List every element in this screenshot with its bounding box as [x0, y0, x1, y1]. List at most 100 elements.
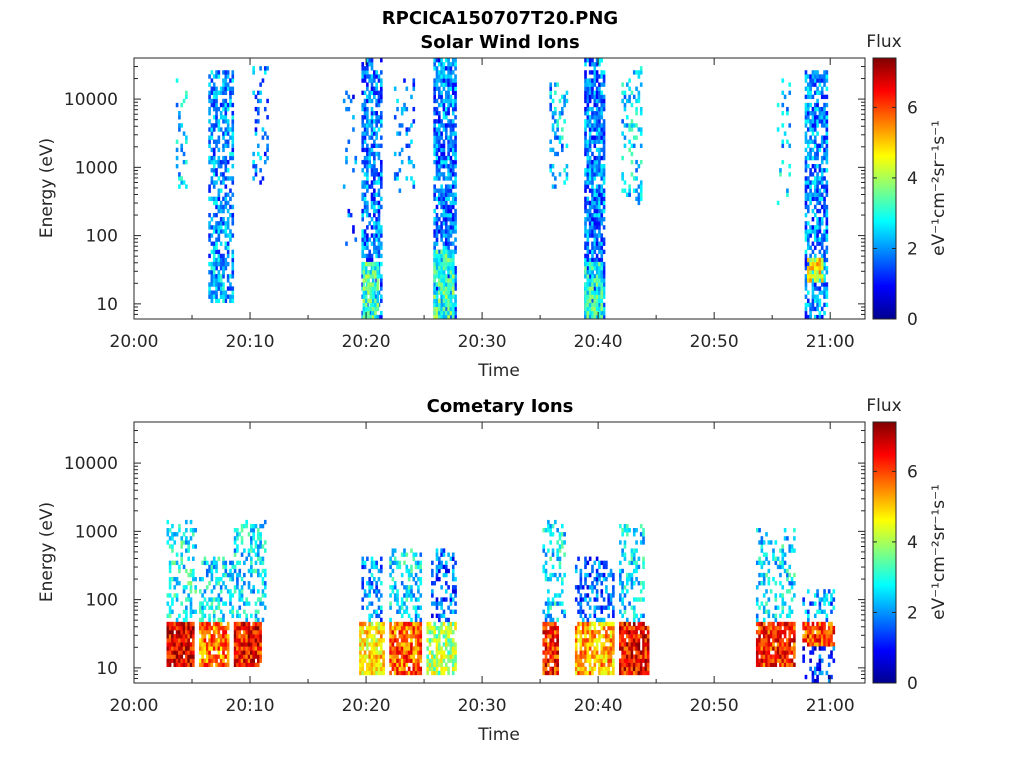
heatmap-cell [588, 131, 592, 136]
heatmap-cell [825, 192, 829, 197]
heatmap-cell [811, 302, 815, 308]
heatmap-cell [600, 621, 604, 627]
heatmap-cell [426, 625, 430, 631]
heatmap-cell [217, 617, 221, 623]
heatmap-cell [166, 654, 170, 659]
heatmap-cell [238, 650, 242, 655]
heatmap-cell [804, 253, 808, 259]
heatmap-cell [367, 282, 370, 287]
heatmap-cell [259, 658, 262, 663]
heatmap-cell [180, 147, 184, 153]
heatmap-cell [379, 646, 383, 651]
heatmap-cell [598, 172, 601, 177]
heatmap-cell [222, 646, 225, 651]
heatmap-cell [823, 70, 826, 75]
heatmap-cell [240, 576, 244, 582]
heatmap-cell [189, 585, 193, 590]
heatmap-cell [435, 143, 439, 149]
heatmap-cell [442, 159, 446, 165]
heatmap-cell [593, 245, 597, 250]
heatmap-cell [593, 225, 597, 230]
heatmap-cell [444, 249, 448, 255]
heatmap-cell [825, 221, 829, 226]
heatmap-cell [442, 642, 446, 647]
heatmap-cell [586, 147, 590, 153]
heatmap-cell [215, 221, 218, 226]
heatmap-cell [433, 265, 436, 271]
heatmap-cell [208, 650, 211, 655]
heatmap-cell [254, 94, 258, 100]
heatmap-cell [630, 143, 634, 149]
heatmap-cell [219, 180, 223, 185]
heatmap-cell [454, 658, 457, 663]
heatmap-cell [820, 94, 824, 100]
heatmap-cell [444, 82, 448, 87]
heatmap-cell [370, 62, 374, 67]
heatmap-cell [263, 572, 267, 578]
heatmap-cell [189, 642, 193, 647]
heatmap-cell [205, 585, 209, 590]
heatmap-cell [433, 270, 436, 275]
heatmap-cell [433, 662, 436, 667]
heatmap-cell [208, 184, 211, 189]
heatmap-cell [171, 650, 174, 655]
heatmap-cell [435, 302, 439, 308]
heatmap-cell [595, 593, 599, 598]
heatmap-cell [816, 180, 819, 185]
heatmap-cell [224, 601, 228, 606]
heatmap-cell [602, 200, 606, 206]
heatmap-cell [646, 662, 650, 667]
heatmap-cell [447, 286, 450, 291]
heatmap-cell [219, 217, 223, 222]
heatmap-cell [229, 229, 232, 234]
heatmap-cell [403, 560, 406, 566]
heatmap-cell [256, 609, 260, 614]
heatmap-cell [236, 548, 239, 553]
heatmap-cell [595, 58, 599, 63]
heatmap-cell [451, 127, 455, 132]
heatmap-cell [435, 86, 439, 91]
heatmap-cell [454, 151, 457, 157]
heatmap-cell [809, 314, 812, 320]
heatmap-cell [261, 581, 265, 586]
heatmap-cell [602, 302, 606, 308]
heatmap-cell [433, 221, 436, 226]
heatmap-cell [438, 192, 441, 197]
x-tick-label: 20:10 [226, 332, 275, 352]
heatmap-cell [431, 662, 434, 667]
heatmap-cell [591, 86, 594, 91]
heatmap-cell [637, 192, 641, 197]
heatmap-cell [175, 629, 179, 635]
heatmap-cell [628, 139, 631, 144]
heatmap-cell [442, 306, 446, 312]
heatmap-cell [632, 94, 636, 100]
heatmap-cell [175, 646, 179, 651]
heatmap-cell [451, 552, 455, 557]
heatmap-cell [391, 585, 395, 590]
heatmap-cell [433, 196, 436, 202]
heatmap-cell [586, 184, 590, 189]
heatmap-cell [407, 572, 411, 578]
heatmap-cell [554, 184, 557, 189]
heatmap-cell [588, 294, 592, 299]
heatmap-cell [254, 613, 258, 619]
heatmap-cell [561, 576, 564, 582]
heatmap-cell [377, 576, 381, 582]
heatmap-cell [595, 257, 599, 263]
heatmap-cell [449, 221, 453, 226]
heatmap-cell [447, 78, 450, 83]
heatmap-cell [625, 617, 629, 623]
heatmap-cell [811, 229, 815, 234]
heatmap-cell [823, 188, 826, 193]
heatmap-cell [593, 70, 597, 75]
heatmap-cell [226, 662, 230, 667]
heatmap-cell [379, 180, 383, 185]
heatmap-cell [598, 147, 601, 153]
heatmap-cell [178, 658, 181, 663]
heatmap-cell [642, 642, 645, 647]
heatmap-cell [210, 241, 214, 246]
heatmap-cell [591, 168, 594, 173]
heatmap-cell [635, 70, 638, 75]
heatmap-cell [442, 278, 446, 283]
heatmap-cell [806, 180, 810, 185]
